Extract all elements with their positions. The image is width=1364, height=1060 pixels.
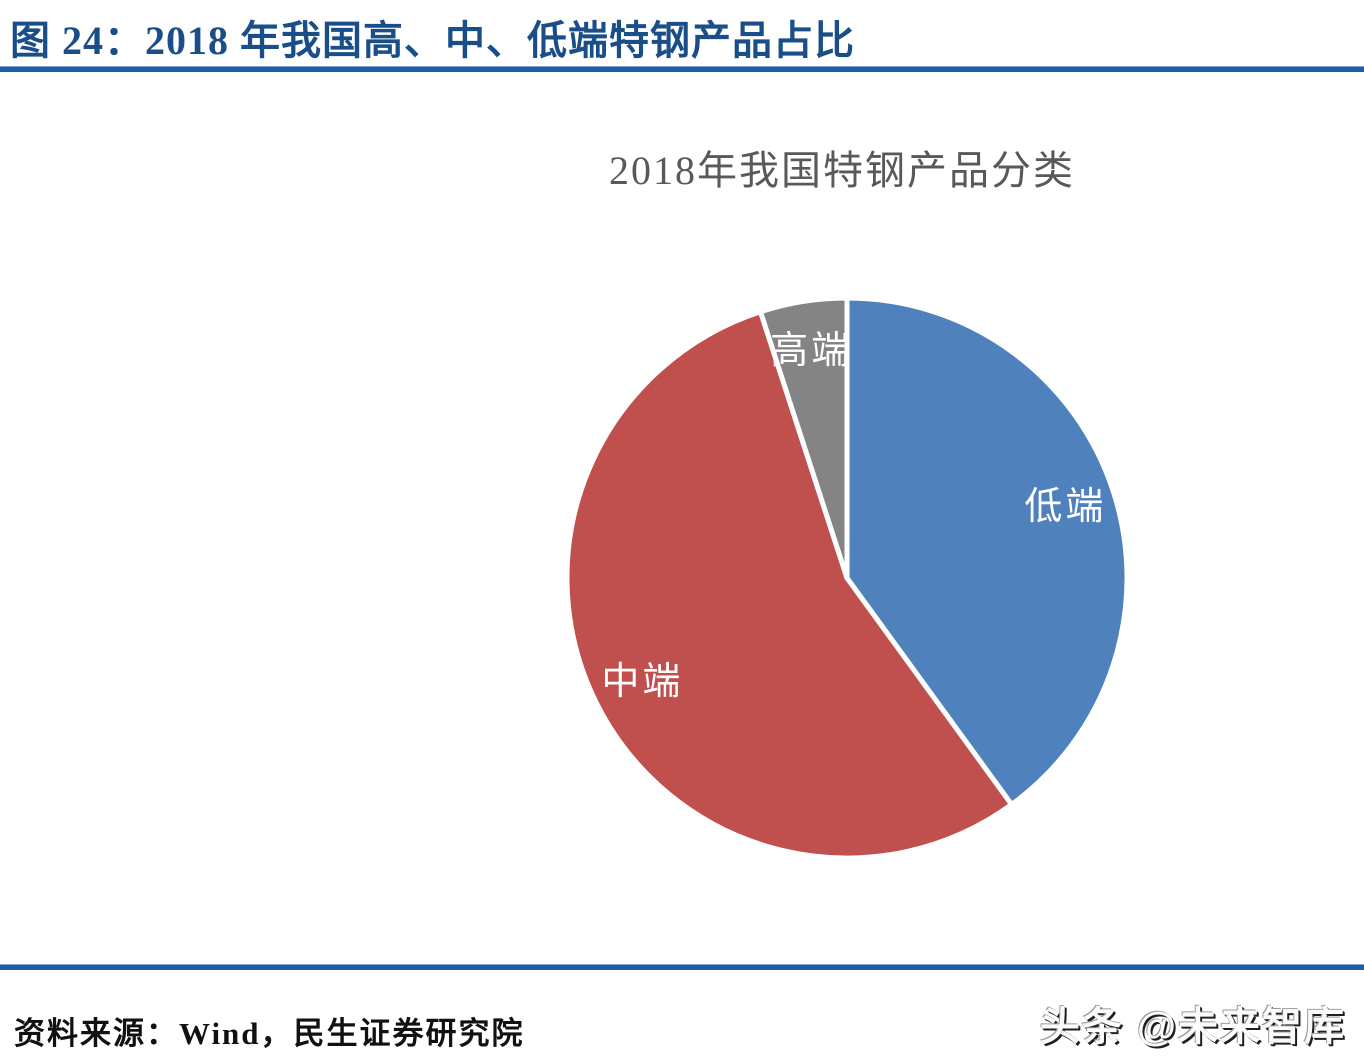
top-divider <box>0 66 1364 72</box>
bottom-divider <box>0 964 1364 970</box>
pie-slice-2 <box>564 309 1015 861</box>
pie-slice-label: 高端 <box>770 330 852 372</box>
source-note: 资料来源：Wind，民生证券研究院 <box>14 1016 525 1051</box>
pie-slice-1 <box>844 295 1130 808</box>
figure-caption: 图 24：2018 年我国高、中、低端特钢产品占比 <box>10 18 855 63</box>
pie-slice-label: 中端 <box>601 661 683 703</box>
pie-slice-3 <box>757 295 850 581</box>
watermark: 头条 @未来智库 <box>1039 1005 1346 1049</box>
pie-slice-label: 低端 <box>1024 486 1106 528</box>
chart-title: 2018年我国特钢产品分类 <box>609 148 1075 193</box>
